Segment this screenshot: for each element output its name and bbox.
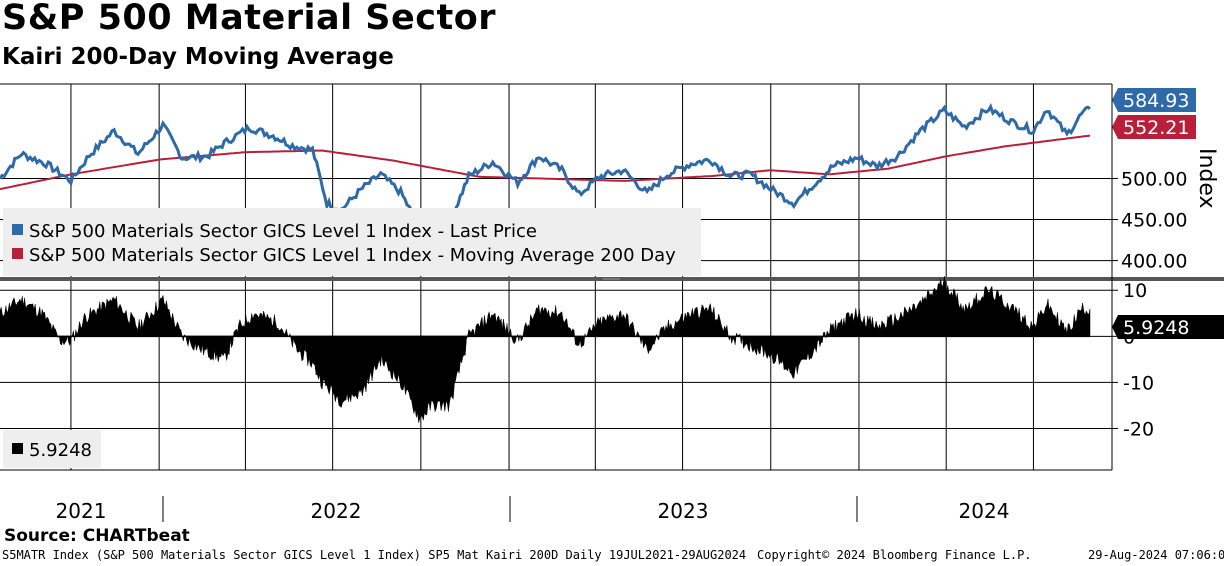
footer-copyright: Copyright© 2024 Bloomberg Finance L.P. <box>757 548 1032 562</box>
x-axis-years: 2021 2022 2023 2024 <box>56 496 1010 523</box>
year-label: 2023 <box>658 499 709 523</box>
price-last-value: 584.93 <box>1123 90 1189 112</box>
y-tick-label: -10 <box>1123 372 1154 394</box>
upper-legend: S&P 500 Materials Sector GICS Level 1 In… <box>3 208 701 276</box>
kairi-bars <box>0 276 1091 423</box>
ma-last-value: 552.21 <box>1123 117 1189 139</box>
price-last-value-tag: 584.93 <box>1112 88 1196 112</box>
legend-swatch-ma <box>12 248 23 259</box>
upper-y-axis: 400.00 450.00 500.00 <box>1112 168 1187 273</box>
year-label: 2022 <box>311 499 362 523</box>
chart-subtitle: Kairi 200-Day Moving Average <box>2 44 394 70</box>
chart-title: S&P 500 Material Sector <box>2 0 497 38</box>
y-tick-label: 500.00 <box>1121 168 1187 190</box>
y-tick-label: -20 <box>1123 419 1154 441</box>
legend-swatch-price <box>12 224 23 235</box>
legend-kairi-label: 5.9248 <box>29 440 92 461</box>
legend-swatch-kairi <box>12 443 23 454</box>
kairi-last-value: 5.9248 <box>1123 317 1189 339</box>
upper-y-axis-title: Index <box>1194 148 1219 209</box>
lower-legend: 5.9248 <box>3 430 101 468</box>
source-label: Source: CHARTbeat <box>4 526 190 546</box>
y-tick-label: 450.00 <box>1121 210 1187 232</box>
upper-legend-bg <box>3 208 701 276</box>
ma-last-value-tag: 552.21 <box>1112 115 1196 139</box>
kairi-last-value-tag: 5.9248 <box>1112 315 1224 339</box>
y-tick-label: 10 <box>1123 280 1147 302</box>
legend-ma-label: S&P 500 Materials Sector GICS Level 1 In… <box>29 245 676 266</box>
footer-timestamp: 29-Aug-2024 07:06:01 <box>1088 548 1224 562</box>
lower-y-axis: 100-10-20 <box>1112 280 1154 441</box>
footer-ticker: S5MATR Index (S&P 500 Materials Sector G… <box>2 548 747 562</box>
ma-200-line <box>0 134 1091 191</box>
year-label: 2024 <box>959 499 1010 523</box>
legend-price-label: S&P 500 Materials Sector GICS Level 1 In… <box>29 221 537 242</box>
year-label: 2021 <box>56 499 107 523</box>
price-line <box>0 102 1091 234</box>
y-tick-label: 400.00 <box>1121 251 1187 273</box>
